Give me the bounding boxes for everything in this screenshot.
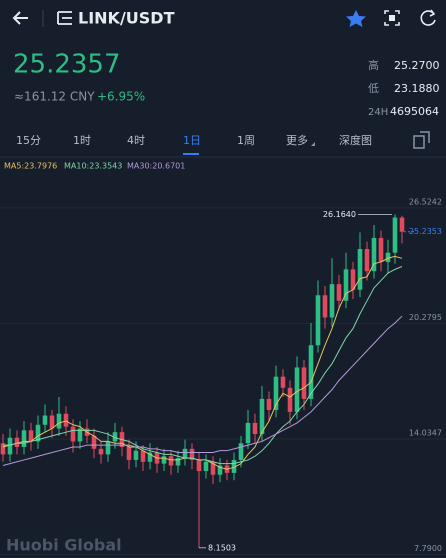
candle-body <box>189 448 195 460</box>
candle-body <box>56 413 62 429</box>
menu-icon[interactable] <box>57 11 72 25</box>
candle-body <box>259 398 265 435</box>
fullscreen-icon[interactable] <box>384 10 400 26</box>
ma-legend: MA5:23.7976 <box>4 162 57 171</box>
tab[interactable]: 深度图 <box>339 133 372 147</box>
candle-body <box>203 461 209 472</box>
candle-body <box>329 284 335 318</box>
candle-body <box>385 252 391 262</box>
chart: MA5:23.7976 MA10:23.3543 MA30:20.6701 26.52… <box>0 162 446 555</box>
candle-body <box>350 269 356 290</box>
candle-body <box>35 424 41 442</box>
candle-body <box>140 450 146 462</box>
candle-body <box>42 415 48 425</box>
volume: 4695064 <box>390 105 439 118</box>
last-price: 25.2357 <box>13 50 121 80</box>
candle-body <box>98 448 104 455</box>
candle-body <box>70 426 76 442</box>
candle-body <box>280 376 286 388</box>
candle-body <box>217 465 223 475</box>
more-arrow <box>311 142 315 146</box>
volume-label: 24H <box>368 107 388 118</box>
candle-body <box>63 413 69 427</box>
low: 23.1880 <box>394 82 440 95</box>
tab[interactable]: 1日 <box>183 134 201 147</box>
candle-body <box>301 367 307 399</box>
candle-body <box>322 295 328 318</box>
candle-body <box>357 249 363 290</box>
candle-body <box>315 295 321 346</box>
pair[interactable]: LINK/USDT <box>78 9 175 28</box>
candle-body <box>336 284 342 301</box>
cny-price: ≈161.12 CNY <box>14 90 95 104</box>
candle-body <box>126 446 132 460</box>
high: 25.2700 <box>394 59 440 72</box>
candle-body <box>378 237 384 262</box>
candle-body <box>210 461 216 475</box>
candle-body <box>273 376 279 410</box>
candle-body <box>0 443 6 455</box>
candle-body <box>147 452 153 462</box>
fullscreen-dot <box>389 15 395 21</box>
candle-body <box>238 443 244 460</box>
tab[interactable]: 15分 <box>16 134 41 147</box>
candle-body <box>112 432 118 442</box>
max-label: 26.1640 <box>323 210 356 219</box>
candle-body <box>7 437 13 455</box>
high-label: 高 <box>368 58 379 72</box>
settings-icon[interactable] <box>413 131 430 149</box>
candle-body <box>371 237 377 272</box>
candle-body <box>28 430 34 442</box>
candle-body <box>182 448 188 459</box>
candle-body <box>364 249 370 272</box>
tab[interactable]: 1周 <box>237 134 255 147</box>
refresh-icon[interactable] <box>420 9 436 26</box>
ma-line <box>3 266 403 465</box>
candle-body <box>168 456 174 466</box>
candle-body <box>308 345 314 399</box>
min-label: 8.1503 <box>208 543 236 552</box>
last-price-label: 25.2353 <box>409 227 442 236</box>
y-tick-label: 7.7900 <box>414 544 442 553</box>
ma-legend: MA10:23.3543 <box>64 162 122 171</box>
tabs: 15分 1时 4时 1日 1周 更多 深度图 <box>16 133 372 155</box>
candle-body <box>392 217 398 253</box>
candle-body <box>266 398 272 410</box>
candle-body <box>21 430 27 447</box>
candle-body <box>399 217 405 232</box>
active-tab-underline <box>183 153 199 155</box>
candle-body <box>287 387 293 412</box>
ma-legend: MA30:20.6701 <box>127 162 185 171</box>
candle-body <box>91 435 97 449</box>
watermark: Huobi Global <box>6 536 122 555</box>
change: +6.95% <box>97 90 145 104</box>
candle-body <box>294 367 300 412</box>
ma-line <box>2 315 403 466</box>
candle-body <box>343 269 349 301</box>
candle-body <box>196 459 202 472</box>
low-label: 低 <box>368 82 379 95</box>
y-tick-label: 26.5242 <box>409 197 442 206</box>
back-button[interactable] <box>12 11 28 25</box>
candle-body <box>245 422 251 444</box>
candle-body <box>252 422 258 435</box>
candle-body <box>161 456 167 464</box>
tab[interactable]: 4时 <box>127 134 145 147</box>
favorite-star[interactable] <box>346 10 366 27</box>
tab[interactable]: 更多 <box>286 133 308 147</box>
tab[interactable]: 1时 <box>73 134 91 147</box>
candle-body <box>77 428 83 442</box>
candle-body <box>14 437 20 447</box>
candle-body <box>175 458 181 466</box>
candle-body <box>231 459 237 473</box>
candle-body <box>105 441 111 455</box>
y-tick-label: 20.2795 <box>409 313 442 322</box>
y-tick-label: 14.0347 <box>409 428 442 437</box>
candle-body <box>133 450 139 460</box>
candle-body <box>49 415 55 429</box>
